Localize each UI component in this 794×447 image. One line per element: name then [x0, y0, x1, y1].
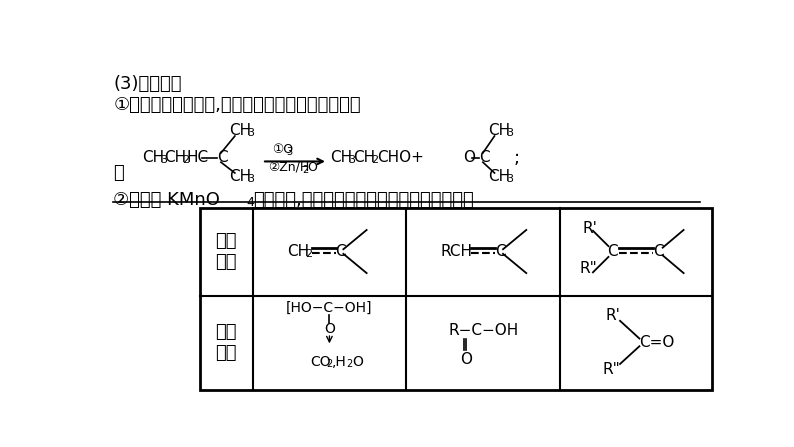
Text: ②被酸性 KMnO: ②被酸性 KMnO: [114, 191, 220, 209]
Text: C: C: [495, 244, 506, 259]
Bar: [200, 208, 711, 390]
Text: 2: 2: [182, 155, 189, 165]
Text: (3)烯烃氧化: (3)烯烃氧化: [114, 75, 182, 93]
Text: ①烯烃通过臭氧氧化,再经过锅与水处理得到醒或酮: ①烯烃通过臭氧氧化,再经过锅与水处理得到醒或酮: [114, 96, 360, 114]
Text: CH: CH: [142, 150, 164, 165]
Text: 3: 3: [286, 147, 292, 157]
Text: C: C: [479, 150, 490, 165]
Text: ①O: ①O: [272, 143, 293, 156]
Text: R−C−OH: R−C−OH: [448, 323, 518, 338]
Text: 3: 3: [506, 128, 513, 138]
Text: CH: CH: [229, 169, 252, 184]
Text: O: O: [324, 321, 335, 336]
Text: CH: CH: [164, 150, 187, 165]
Text: 2: 2: [346, 359, 353, 369]
Text: O: O: [307, 161, 317, 174]
Text: 3: 3: [247, 174, 254, 184]
Text: CH: CH: [330, 150, 353, 165]
Text: CHO+: CHO+: [376, 150, 423, 165]
Text: [HO−C−OH]: [HO−C−OH]: [286, 301, 372, 315]
Text: 3: 3: [160, 155, 167, 165]
Text: 2: 2: [305, 249, 312, 259]
Text: 3: 3: [247, 128, 254, 138]
Text: ;: ;: [514, 148, 520, 167]
Text: CO: CO: [310, 354, 330, 369]
Text: 如: 如: [114, 164, 124, 182]
Text: C: C: [653, 244, 664, 259]
Text: 3: 3: [506, 174, 513, 184]
Text: 氧化
部位: 氧化 部位: [216, 232, 237, 271]
Text: O: O: [464, 150, 476, 165]
Text: ,H: ,H: [332, 354, 346, 369]
Text: C=O: C=O: [639, 335, 675, 350]
Text: 3: 3: [348, 155, 355, 165]
Text: CH: CH: [287, 244, 309, 259]
Text: 溶液氧化,通过该反应可推断碳碳双键的位置。: 溶液氧化,通过该反应可推断碳碳双键的位置。: [252, 191, 473, 209]
Text: HC: HC: [187, 150, 209, 165]
Text: 2: 2: [372, 155, 379, 165]
Text: CH: CH: [488, 169, 511, 184]
Text: R': R': [583, 221, 598, 236]
Text: O: O: [352, 354, 363, 369]
Text: 氧化
产物: 氧化 产物: [216, 323, 237, 362]
Text: 2: 2: [326, 359, 333, 369]
Text: CH: CH: [353, 150, 376, 165]
Text: CH: CH: [488, 123, 511, 138]
Text: 2: 2: [303, 165, 309, 175]
Text: R": R": [603, 362, 620, 377]
Text: C: C: [607, 244, 618, 259]
Text: C: C: [336, 244, 346, 259]
Text: ②Zn/H: ②Zn/H: [268, 161, 310, 174]
Text: RCH: RCH: [440, 244, 472, 259]
Text: O: O: [460, 352, 472, 367]
Text: 4: 4: [246, 196, 254, 209]
Text: R': R': [605, 308, 620, 323]
Text: R": R": [580, 261, 598, 276]
Text: C: C: [217, 150, 228, 165]
Text: CH: CH: [229, 123, 252, 138]
